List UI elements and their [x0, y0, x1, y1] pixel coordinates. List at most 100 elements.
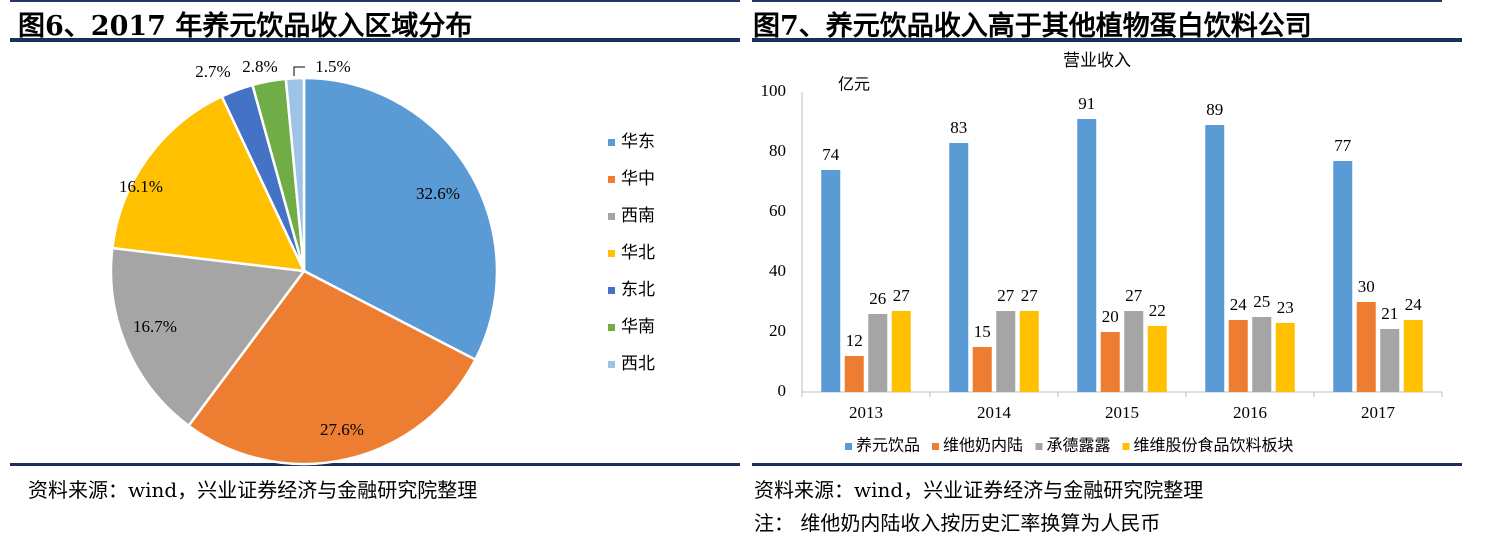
bar-维维股份食品饮料板块-2017	[1403, 320, 1423, 392]
bar-data-label: 26	[869, 289, 886, 308]
y-tick-label: 100	[761, 81, 787, 100]
pie-data-label: 2.7%	[195, 62, 230, 81]
bar-data-label: 24	[1405, 295, 1423, 314]
footer-rule	[752, 463, 1462, 466]
bar-维维股份食品饮料板块-2014	[1019, 311, 1039, 392]
title-rule	[10, 38, 740, 42]
right-chart-title: 图7、养元饮品收入高于其他植物蛋白饮料公司	[753, 11, 1312, 42]
bar-data-label: 30	[1358, 277, 1375, 296]
top-border	[752, 0, 1442, 2]
bar-养元饮品-2013	[821, 170, 841, 392]
pie-data-label: 16.7%	[133, 317, 177, 336]
legend-label: 东北	[621, 280, 655, 299]
pie-data-label: 27.6%	[320, 420, 364, 439]
legend-swatch	[932, 443, 939, 450]
footer-rule	[10, 463, 740, 466]
bar-维维股份食品饮料板块-2013	[891, 311, 911, 392]
legend-swatch	[608, 213, 615, 220]
bar-data-label: 20	[1102, 307, 1119, 326]
legend-label: 西南	[621, 206, 655, 225]
bar-data-label: 12	[846, 331, 863, 350]
bar-data-label: 77	[1334, 136, 1352, 155]
bar-data-label: 24	[1230, 295, 1248, 314]
top-border	[10, 0, 740, 2]
pie-slice-华东	[302, 76, 499, 362]
bar-data-label: 25	[1253, 292, 1270, 311]
y-tick-label: 40	[769, 261, 786, 280]
legend-label: 维他奶内陆	[943, 437, 1023, 455]
bar-data-label: 74	[822, 145, 840, 164]
bar-养元饮品-2016	[1205, 125, 1225, 392]
bar-维维股份食品饮料板块-2015	[1147, 326, 1167, 392]
x-tick-label: 2016	[1233, 403, 1267, 422]
legend-label: 华北	[621, 243, 655, 262]
x-tick-label: 2014	[977, 403, 1012, 422]
bar-data-label: 91	[1078, 94, 1095, 113]
x-tick-label: 2013	[849, 403, 883, 422]
legend-swatch	[608, 139, 615, 146]
bar-承德露露-2014	[996, 311, 1016, 392]
legend-label: 华东	[621, 132, 655, 151]
right-note: 注： 维他奶内陆收入按历史汇率换算为人民币	[754, 511, 1161, 535]
bar-维维股份食品饮料板块-2016	[1275, 323, 1295, 392]
pie-data-label: 32.6%	[416, 184, 460, 203]
bar-承德露露-2013	[868, 314, 888, 392]
bar-data-label: 27	[1021, 286, 1039, 305]
bar-维他奶内陆-2013	[844, 356, 864, 392]
legend-label: 华南	[621, 317, 655, 336]
pie-slice-华中	[186, 269, 478, 466]
bar-data-label: 27	[997, 286, 1015, 305]
legend-label: 养元饮品	[856, 437, 920, 455]
legend-swatch	[608, 250, 615, 257]
bar-养元饮品-2017	[1333, 161, 1353, 392]
pie-data-label: 16.1%	[119, 177, 163, 196]
legend-swatch	[608, 324, 615, 331]
bar-data-label: 83	[950, 118, 967, 137]
bar-维他奶内陆-2017	[1356, 302, 1376, 392]
legend-swatch	[1122, 443, 1130, 450]
bar-data-label: 22	[1149, 301, 1166, 320]
legend-label: 承德露露	[1047, 437, 1111, 455]
legend-swatch	[608, 361, 615, 368]
bar-data-label: 89	[1206, 100, 1223, 119]
bar-data-label: 23	[1277, 298, 1294, 317]
y-axis-unit: 亿元	[838, 76, 870, 94]
legend-swatch	[845, 443, 852, 450]
legend-label: 维维股份食品饮料板块	[1134, 437, 1294, 455]
bar-维他奶内陆-2015	[1100, 332, 1120, 392]
leader-line	[293, 66, 305, 76]
legend-label: 西北	[621, 354, 655, 373]
left-source: 资料来源：wind，兴业证券经济与金融研究院整理	[28, 478, 478, 502]
bar-承德露露-2017	[1380, 329, 1400, 392]
bar-承德露露-2016	[1252, 317, 1272, 392]
left-chart-title: 图6、2017 年养元饮品收入区域分布	[18, 11, 473, 42]
bar-chart-title: 营业收入	[1063, 51, 1131, 70]
bar-维他奶内陆-2014	[972, 347, 992, 392]
bar-养元饮品-2015	[1077, 119, 1097, 392]
legend-label: 华中	[621, 169, 655, 188]
pie-slice-华北	[110, 94, 307, 273]
legend-swatch	[608, 176, 615, 183]
pie-slice-西北	[284, 76, 306, 272]
y-tick-label: 20	[769, 321, 786, 340]
pie-data-label: 2.8%	[242, 57, 277, 76]
right-source: 资料来源：wind，兴业证券经济与金融研究院整理	[754, 478, 1204, 502]
pie-data-label: 1.5%	[315, 57, 350, 76]
x-tick-label: 2015	[1105, 403, 1139, 422]
legend-swatch	[608, 287, 615, 294]
y-tick-label: 80	[769, 141, 786, 160]
bar-承德露露-2015	[1124, 311, 1144, 392]
bar-data-label: 27	[1125, 286, 1143, 305]
x-tick-label: 2017	[1361, 403, 1396, 422]
bar-养元饮品-2014	[949, 143, 969, 392]
y-tick-label: 60	[769, 201, 786, 220]
bar-data-label: 21	[1381, 304, 1398, 323]
bar-data-label: 15	[974, 322, 991, 341]
legend-swatch	[1035, 443, 1043, 450]
title-rule	[752, 38, 1462, 42]
y-tick-label: 0	[778, 381, 787, 400]
bar-data-label: 27	[893, 286, 911, 305]
pie-slice-西南	[109, 246, 307, 428]
bar-维他奶内陆-2016	[1228, 320, 1248, 392]
